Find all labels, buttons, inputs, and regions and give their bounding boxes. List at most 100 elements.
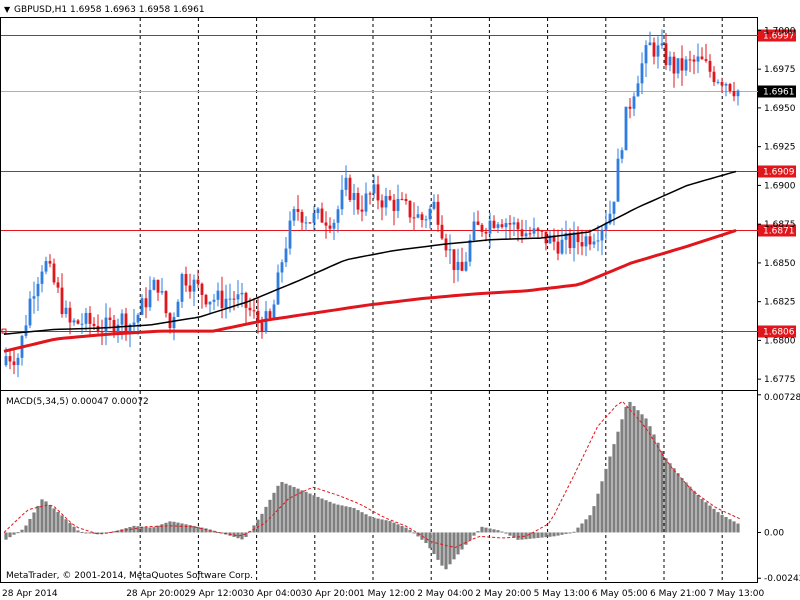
candle-body <box>652 42 656 57</box>
candle-body <box>312 213 316 223</box>
macd-bar <box>332 503 336 533</box>
macd-bar <box>72 526 76 533</box>
candle-body <box>172 316 176 328</box>
candle-body <box>260 322 264 332</box>
candle-body <box>248 307 252 311</box>
y-tick-label: 1.6875 <box>764 220 796 230</box>
macd-bar <box>544 532 548 538</box>
macd-bar <box>692 490 696 533</box>
macd-bar <box>236 532 240 539</box>
candle-body <box>188 285 192 292</box>
candle-body <box>32 296 36 299</box>
candle-body <box>492 220 496 228</box>
candle-body <box>592 241 596 245</box>
macd-bar <box>500 531 504 533</box>
candle-body <box>608 213 612 224</box>
symbol-dropdown-icon[interactable]: ▼ <box>4 5 11 14</box>
candle-body <box>144 298 148 308</box>
y-tick-label: 1.6975 <box>764 65 796 75</box>
candle-body <box>436 201 440 225</box>
candle-body <box>232 298 236 300</box>
candle-body <box>700 56 704 60</box>
x-tick-label: 28 Apr 2014 <box>2 589 58 599</box>
candle-body <box>244 292 248 308</box>
x-tick-label: 28 Apr 20:00 <box>126 589 185 599</box>
candle-body <box>320 208 324 223</box>
macd-bar <box>256 519 260 533</box>
macd-bar <box>552 532 556 537</box>
candle-body <box>140 298 144 315</box>
candle-body <box>496 224 500 228</box>
macd-bar <box>20 529 24 533</box>
macd-bar <box>116 530 120 533</box>
candle-body <box>280 262 284 273</box>
candle-body <box>516 222 520 230</box>
macd-bar <box>352 508 356 533</box>
macd-bar <box>524 532 528 540</box>
macd-bar <box>44 501 48 533</box>
candle-body <box>520 229 524 237</box>
macd-bar <box>712 508 716 533</box>
candle-body <box>132 322 136 325</box>
candle-body <box>676 58 680 74</box>
candle-body <box>576 232 580 243</box>
level-price-label: 1.6871 <box>763 227 795 237</box>
x-tick-label: 30 Apr 04:00 <box>243 589 302 599</box>
candle-body <box>464 261 468 271</box>
macd-bar <box>148 527 152 533</box>
macd-bar <box>672 468 676 533</box>
candle-body <box>624 106 628 151</box>
macd-bar <box>68 522 72 533</box>
candle-body <box>708 60 712 72</box>
moving-average-fast <box>3 170 737 335</box>
macd-bar <box>336 504 340 533</box>
macd-bar <box>468 532 472 541</box>
candle-body <box>560 239 564 254</box>
candle-body <box>304 222 308 224</box>
level-price-tag <box>758 29 796 42</box>
candle-body <box>8 356 12 362</box>
candle-body <box>152 279 156 290</box>
level-price-label: 1.6806 <box>763 328 795 338</box>
macd-bar <box>432 532 436 555</box>
candle-body <box>412 217 416 219</box>
candle-body <box>456 261 460 271</box>
candle-body <box>24 325 28 336</box>
macd-tick-label: 0.00728 <box>764 393 800 403</box>
macd-bar <box>676 473 680 533</box>
candle-body <box>612 201 616 214</box>
candle-body <box>80 323 84 325</box>
candle-body <box>588 236 592 245</box>
macd-bar <box>156 525 160 533</box>
candle-body <box>208 301 212 305</box>
candle-body <box>348 177 352 200</box>
macd-bar <box>652 434 656 533</box>
macd-bar <box>480 526 484 533</box>
macd-bar <box>444 532 448 570</box>
candle-body <box>332 222 336 229</box>
macd-bar <box>12 532 16 535</box>
candle-body <box>360 209 364 212</box>
macd-bar <box>624 406 628 533</box>
macd-bar <box>540 532 544 538</box>
y-tick-label: 1.6800 <box>764 336 796 346</box>
macd-bar <box>392 522 396 533</box>
macd-bar <box>428 532 432 549</box>
macd-bar <box>724 516 728 533</box>
macd-bar <box>136 526 140 533</box>
macd-bar <box>680 478 684 533</box>
macd-bar <box>8 532 12 538</box>
macd-panel[interactable] <box>0 390 758 583</box>
y-tick-label: 1.6850 <box>764 259 796 269</box>
macd-bar <box>112 531 116 533</box>
macd-bar <box>448 532 452 565</box>
macd-bar <box>568 532 572 534</box>
candle-body <box>84 312 88 324</box>
candle-body <box>212 299 216 302</box>
macd-bar <box>272 492 276 533</box>
candle-body <box>76 320 80 324</box>
macd-bar <box>284 483 288 533</box>
candle-body <box>236 294 240 300</box>
candle-body <box>192 279 196 292</box>
